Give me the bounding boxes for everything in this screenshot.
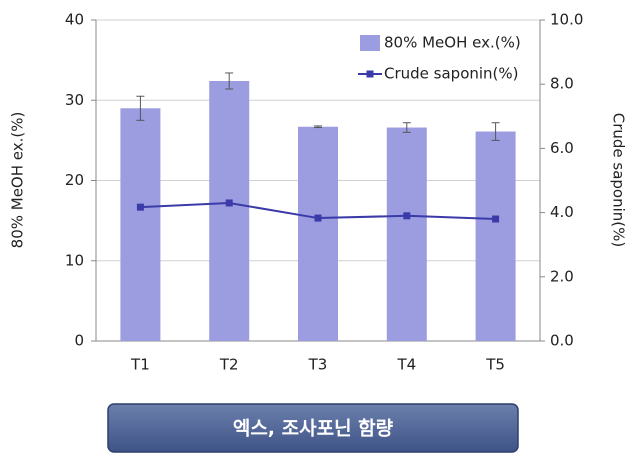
- y2-tick-label: 10.0: [550, 11, 583, 29]
- y-tick-label: 30: [65, 91, 84, 109]
- legend-label: 80% MeOH ex.(%): [384, 34, 521, 52]
- point: [403, 212, 411, 220]
- y-tick-label: 20: [65, 171, 84, 189]
- y2-tick-label: 2.0: [550, 267, 574, 285]
- caption-box: [107, 403, 519, 453]
- legend-label: Crude saponin(%): [384, 65, 519, 83]
- bar: [386, 127, 427, 341]
- point: [225, 199, 233, 207]
- y2-tick-label: 4.0: [550, 203, 574, 221]
- y2-tick-label: 6.0: [550, 139, 574, 157]
- y-tick-label: 10: [65, 251, 84, 269]
- x-tick-label: T1: [130, 356, 150, 374]
- y-tick-label: 40: [65, 11, 84, 29]
- point: [136, 203, 144, 211]
- x-tick-label: T4: [396, 356, 416, 374]
- bar: [209, 80, 250, 342]
- point: [492, 215, 500, 223]
- y-tick-label: 0: [74, 332, 84, 350]
- y2-axis-title: Crude saponin(%): [610, 113, 628, 248]
- y2-tick-label: 8.0: [550, 75, 574, 93]
- legend-swatch: [360, 35, 380, 51]
- y-axis-title: 80% MeOH ex.(%): [9, 112, 27, 249]
- caption: 엑스, 조사포닌 함량: [233, 418, 394, 440]
- legend-swatch: [366, 70, 374, 78]
- bar: [298, 126, 338, 341]
- bar: [120, 108, 161, 342]
- bar: [475, 131, 516, 341]
- y2-tick-label: 0.0: [550, 332, 574, 350]
- point: [314, 214, 322, 222]
- x-tick-label: T3: [308, 356, 328, 374]
- x-tick-label: T5: [485, 356, 505, 374]
- x-tick-label: T2: [219, 356, 239, 374]
